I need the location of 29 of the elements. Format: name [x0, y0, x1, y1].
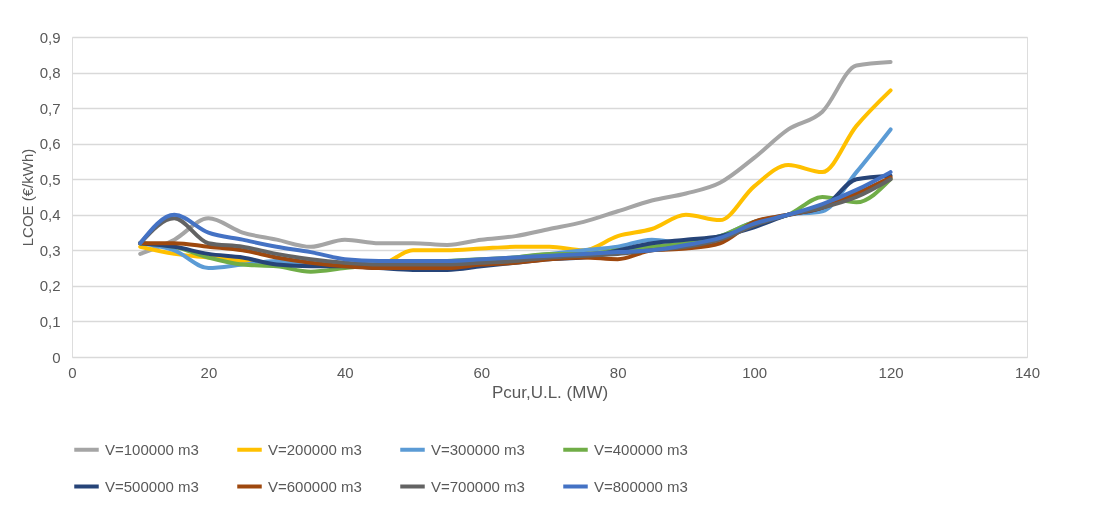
y-tick-label: 0,2 [39, 277, 61, 295]
legend-label: V=100000 m3 [105, 440, 199, 458]
x-tick-label: 20 [200, 363, 218, 381]
x-axis-title: Pcur,U.L. (MW) [491, 382, 609, 402]
y-tick-label: 0,6 [39, 135, 61, 153]
legend-label: V=200000 m3 [268, 440, 362, 458]
legend-label: V=400000 m3 [594, 440, 688, 458]
x-tick-label: 140 [1014, 363, 1041, 381]
x-tick-label: 100 [742, 363, 768, 381]
legend-label: V=300000 m3 [431, 440, 525, 458]
line-series [138, 59, 893, 256]
y-tick-label: 0,7 [39, 99, 61, 117]
x-tick-label: 0 [68, 363, 77, 381]
legend-label: V=600000 m3 [268, 477, 362, 495]
y-tick-label: 0,8 [39, 64, 61, 82]
y-tick-label: 0,4 [39, 206, 61, 224]
x-tick-label: 40 [337, 363, 354, 381]
x-tick-label: 120 [878, 363, 904, 381]
y-tick-label: 0,9 [39, 28, 61, 46]
legend-label: V=800000 m3 [594, 477, 688, 495]
y-axis-title: LCOE (€/kWh) [18, 148, 36, 247]
y-tick-label: 0 [52, 348, 61, 366]
y-tick-label: 0,5 [39, 170, 61, 188]
legend-label: V=500000 m3 [105, 477, 199, 495]
legend-label: V=700000 m3 [431, 477, 525, 495]
x-tick-label: 60 [473, 363, 491, 381]
y-tick-label: 0,3 [39, 241, 61, 259]
y-tick-label: 0,1 [39, 312, 61, 330]
x-tick-label: 80 [609, 363, 627, 381]
